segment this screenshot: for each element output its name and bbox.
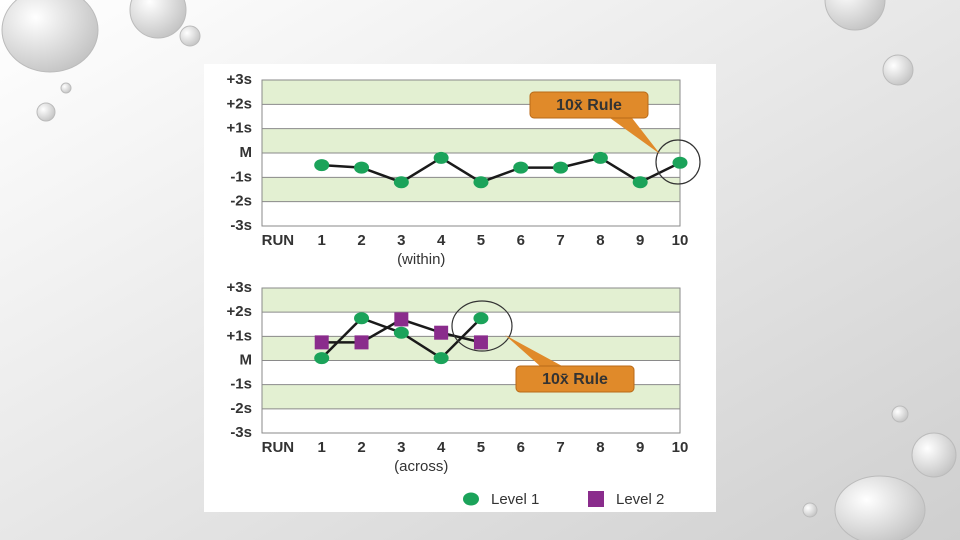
x-axis-label: (within) [397, 251, 445, 268]
x-tick-label: 8 [596, 439, 604, 456]
x-tick-label: 8 [596, 232, 604, 249]
band [262, 128, 680, 153]
y-tick-label: -3s [230, 217, 252, 234]
series-line [321, 156, 681, 184]
point [314, 159, 330, 172]
x-tick-label: 10 [672, 439, 689, 456]
y-tick-label: +2s [227, 303, 252, 320]
callout-box [529, 91, 649, 119]
point [592, 151, 608, 164]
x-tick-label: 1 [318, 439, 326, 456]
point [433, 352, 449, 365]
x-tick-label: 5 [477, 232, 485, 249]
plot-frame [261, 79, 681, 227]
x-tick-label: 6 [517, 439, 525, 456]
annotation: 10x̄ Rule [542, 371, 608, 388]
y-tick-label: -1s [230, 168, 252, 185]
callout-pointer [610, 118, 660, 154]
band [262, 288, 680, 313]
x-tick-label: 6 [517, 232, 525, 249]
point [513, 161, 529, 174]
highlight-ring [655, 139, 701, 185]
y-tick-label: +1s [227, 327, 252, 344]
y-tick-label: -2s [230, 193, 252, 210]
point [433, 151, 449, 164]
x-tick-label: 3 [397, 232, 405, 249]
point [393, 176, 409, 189]
legend-label: Level 1 [491, 491, 539, 508]
y-tick-label: M [240, 351, 253, 368]
callout-box [515, 365, 635, 393]
x-tick-label: 2 [357, 232, 365, 249]
point [314, 335, 329, 350]
point [632, 176, 648, 189]
x-tick-label: 1 [318, 232, 326, 249]
y-tick-label: -3s [230, 424, 252, 441]
y-tick-label: -2s [230, 400, 252, 417]
y-tick-label: +2s [227, 95, 252, 112]
point [354, 335, 369, 350]
run-label: RUN [262, 439, 295, 456]
x-tick-label: 2 [357, 439, 365, 456]
x-tick-label: 5 [477, 439, 485, 456]
x-tick-label: 4 [437, 439, 446, 456]
y-tick-label: +1s [227, 120, 252, 137]
point [354, 312, 370, 325]
band [262, 177, 680, 202]
legend-label: Level 2 [616, 491, 664, 508]
y-tick-label: +3s [227, 71, 252, 88]
y-tick-label: M [240, 144, 253, 161]
point [473, 335, 488, 350]
point [314, 352, 330, 365]
highlight-ring [451, 300, 513, 352]
x-tick-label: 7 [556, 439, 564, 456]
charts: -3s -2s -1s M +1s +2s +3s RUN 1 2 3 4 5 6 7 8 9 10 (within… [227, 71, 701, 508]
x-tick-label: 10 [672, 232, 689, 249]
point [672, 156, 688, 169]
point [473, 176, 489, 189]
point [393, 326, 409, 339]
plot-frame [261, 287, 681, 434]
point [394, 312, 409, 327]
run-label: RUN [262, 232, 295, 249]
x-axis-label: (across) [394, 458, 448, 475]
x-tick-label: 7 [556, 232, 564, 249]
point [354, 161, 370, 174]
callout-pointer [505, 335, 562, 366]
point [473, 312, 489, 325]
x-tick-label: 3 [397, 439, 405, 456]
y-tick-label: -1s [230, 376, 252, 393]
point [434, 325, 449, 340]
annotation: 10x̄ Rule [556, 97, 622, 114]
y-tick-label: +3s [227, 279, 252, 296]
point [553, 161, 569, 174]
x-tick-label: 9 [636, 439, 644, 456]
x-tick-label: 9 [636, 232, 644, 249]
legend-marker [588, 491, 604, 507]
x-tick-label: 4 [437, 232, 446, 249]
legend-marker [463, 492, 479, 506]
